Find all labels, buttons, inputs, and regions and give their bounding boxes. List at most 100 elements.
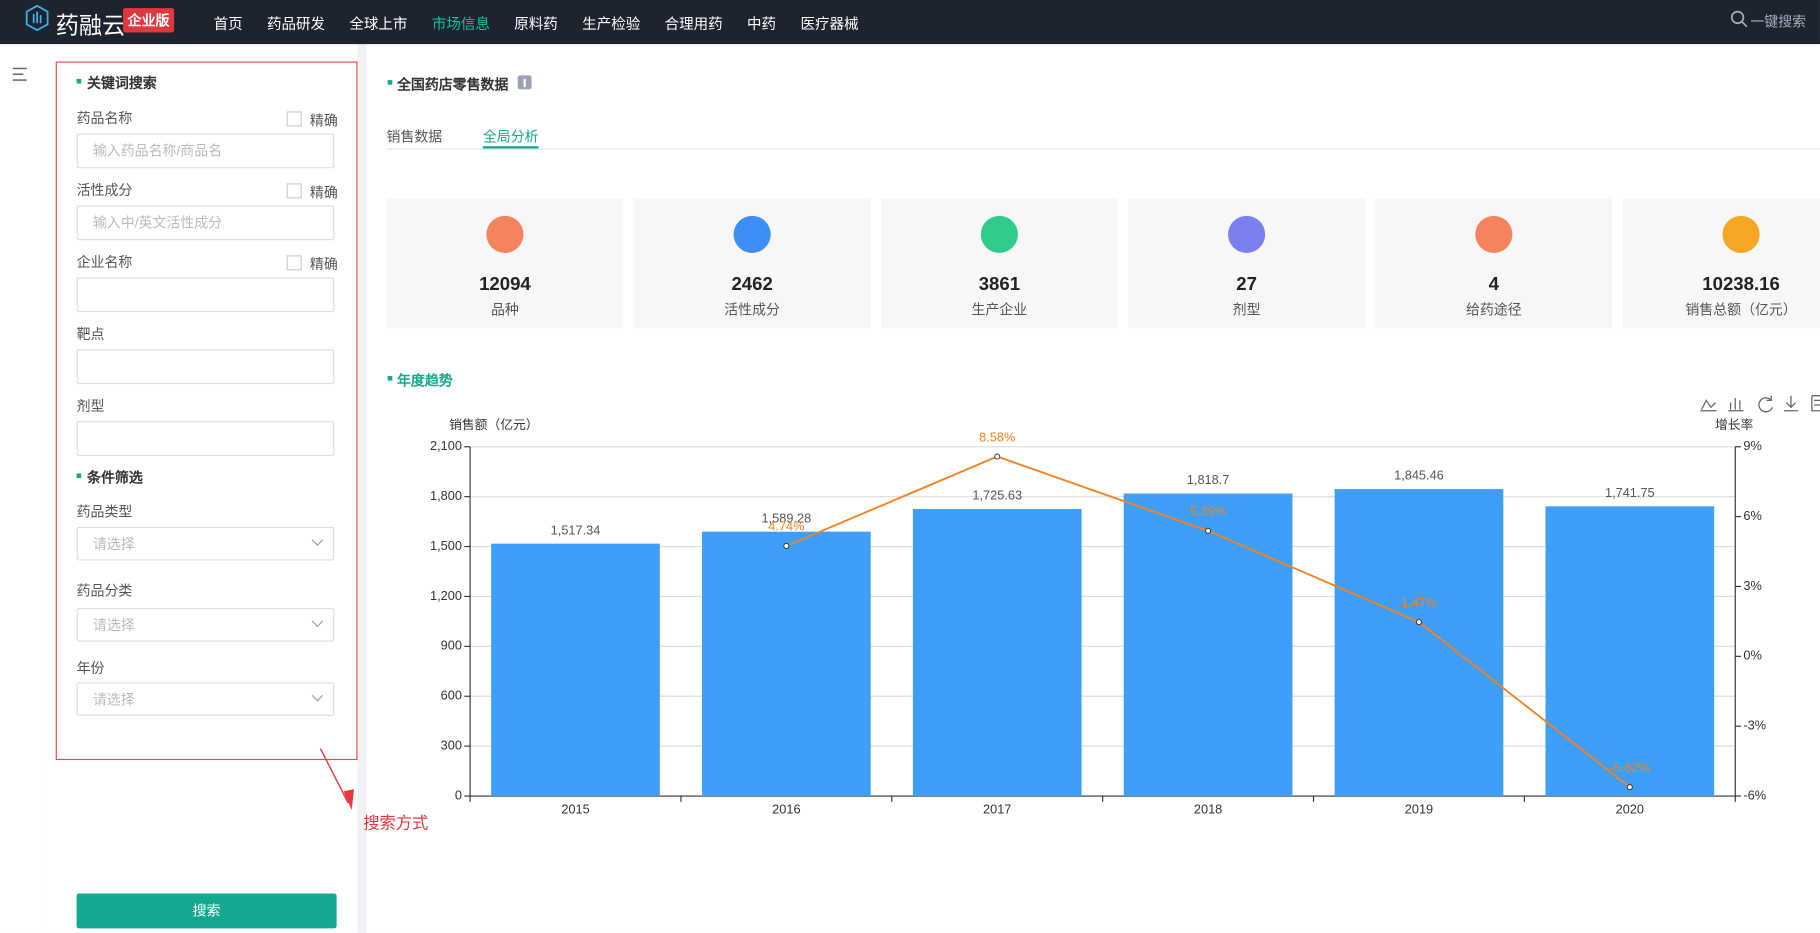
exact-label: 精确 (309, 256, 338, 273)
stat-card: 4 给药途径 (1375, 198, 1613, 329)
input[interactable]: 请选择 (76, 526, 335, 561)
y-tick-label: 0 (455, 787, 462, 802)
menu-icon[interactable] (12, 67, 27, 81)
line-value-label: 8.58% (979, 429, 1015, 444)
stat-icon (980, 215, 1018, 253)
stat-value: 3861 (978, 275, 1021, 295)
nav-item[interactable]: 全球上市 (349, 15, 408, 32)
field-label: 药品名称 (76, 110, 133, 127)
stat-icon (486, 215, 524, 253)
tab-underline (482, 146, 539, 149)
marker (387, 80, 393, 85)
stat-card: 10238.16 销售总额（亿元） (1622, 198, 1820, 329)
x-tick-label: 2015 (561, 801, 589, 816)
line-value-label: 4.74% (768, 519, 804, 534)
tab[interactable]: 全局分析 (482, 128, 539, 146)
stat-value: 2462 (731, 275, 773, 295)
y-tick-label: 1,500 (430, 538, 462, 553)
checkbox[interactable] (286, 183, 302, 199)
field-label: 剂型 (76, 398, 105, 415)
y2-tick-label: -3% (1743, 718, 1766, 733)
nav-item[interactable]: 市场信息 (431, 15, 490, 32)
marker (76, 78, 82, 84)
stat-value: 4 (1488, 275, 1499, 295)
nav-item[interactable]: 合理用药 (664, 15, 723, 32)
bar-value-label: 1,741.75 (1605, 485, 1655, 500)
y-axis-title: 销售额（亿元） (449, 417, 538, 432)
badge: 企业版 (123, 8, 175, 33)
nav: 首页 药品研发 全球上市 市场信息 原料药 生产检验 合理用药 中药 医疗器械 (214, 0, 859, 44)
bar (491, 543, 660, 797)
line-value-label: 1.47% (1401, 595, 1437, 610)
nav-item[interactable]: 首页 (213, 15, 243, 32)
stat-label: 活性成分 (724, 301, 780, 318)
x-tick-label: 2019 (1405, 801, 1433, 816)
line-point (1415, 619, 1422, 626)
nav-item[interactable]: 生产检验 (582, 15, 641, 32)
bar-value-label: 1,589.28 (762, 510, 812, 525)
checkbox[interactable] (286, 111, 302, 127)
stat-icon (733, 215, 771, 253)
x-tick-label: 2020 (1616, 801, 1644, 816)
exact-label: 精确 (309, 184, 338, 201)
y2-tick-label: 9% (1743, 438, 1761, 453)
stat-label: 给药途径 (1465, 301, 1522, 318)
line-point (783, 542, 790, 549)
y-tick-label: 300 (441, 738, 462, 753)
logo-icon (25, 4, 49, 32)
input[interactable] (76, 277, 335, 313)
line-point (1205, 527, 1212, 534)
logo: 药融云 (55, 13, 126, 40)
section-title: 关键词搜索 (87, 75, 157, 92)
annotation: 搜索方式 (363, 813, 429, 833)
field-label: 靶点 (76, 326, 105, 343)
search-link[interactable]: 一键搜索 (1750, 13, 1807, 31)
tab-rule (386, 148, 1820, 150)
x-tick-label: 2016 (772, 801, 800, 816)
x-tick-label: 2018 (1194, 801, 1222, 816)
section-title: 条件筛选 (87, 469, 143, 487)
toolbar[interactable] (1700, 395, 1820, 413)
y2-axis-title: 增长率 (1715, 417, 1754, 432)
line-point (994, 453, 1001, 460)
line-value-label: 5.39% (1190, 504, 1226, 519)
input[interactable]: 请选择 (76, 608, 335, 642)
y-tick-label: 2,100 (430, 438, 462, 453)
stat-icon (1475, 215, 1513, 253)
y2-tick-label: 6% (1743, 508, 1761, 523)
stat-card: 27 剂型 (1128, 198, 1365, 329)
stat-label: 生产企业 (971, 301, 1028, 318)
y2-tick-label: -6% (1743, 787, 1766, 802)
search-icon[interactable] (1730, 10, 1748, 28)
annotation-arrow (319, 748, 349, 804)
field-label: 药品类型 (76, 503, 133, 520)
nav-item[interactable]: 中药 (747, 15, 777, 32)
marker (387, 375, 393, 381)
stat-card: 3861 生产企业 (880, 198, 1118, 329)
field-label: 年份 (76, 660, 105, 677)
search-button[interactable]: 搜索 (76, 893, 337, 929)
input[interactable] (76, 421, 335, 457)
chart: 销售额（亿元） 增长率 0 300 600 900 1,200 1,500 1,800 2,100… (430, 417, 1766, 816)
checkbox[interactable] (286, 255, 302, 271)
nav-item[interactable]: 原料药 (514, 15, 558, 32)
input[interactable]: 请选择 (76, 682, 335, 716)
input[interactable]: 输入中/英文活性成分 (76, 205, 335, 241)
nav-item[interactable]: 医疗器械 (800, 15, 859, 32)
field-label: 药品分类 (76, 582, 133, 599)
nav-item[interactable]: 药品研发 (266, 15, 326, 32)
bar-value-label: 1,845.46 (1394, 468, 1444, 483)
tab[interactable]: 销售数据 (386, 128, 443, 146)
bar (1545, 506, 1715, 797)
x-tick-label: 2017 (983, 801, 1011, 816)
line-point (1626, 784, 1633, 791)
stat-label: 剂型 (1232, 301, 1261, 318)
bar (702, 531, 871, 797)
input[interactable] (76, 349, 335, 385)
stat-label: 销售总额（亿元） (1685, 301, 1797, 318)
input[interactable]: 输入药品名称/商品名 (76, 133, 335, 169)
stat-value: 27 (1236, 275, 1257, 295)
sidebar (46, 44, 358, 933)
